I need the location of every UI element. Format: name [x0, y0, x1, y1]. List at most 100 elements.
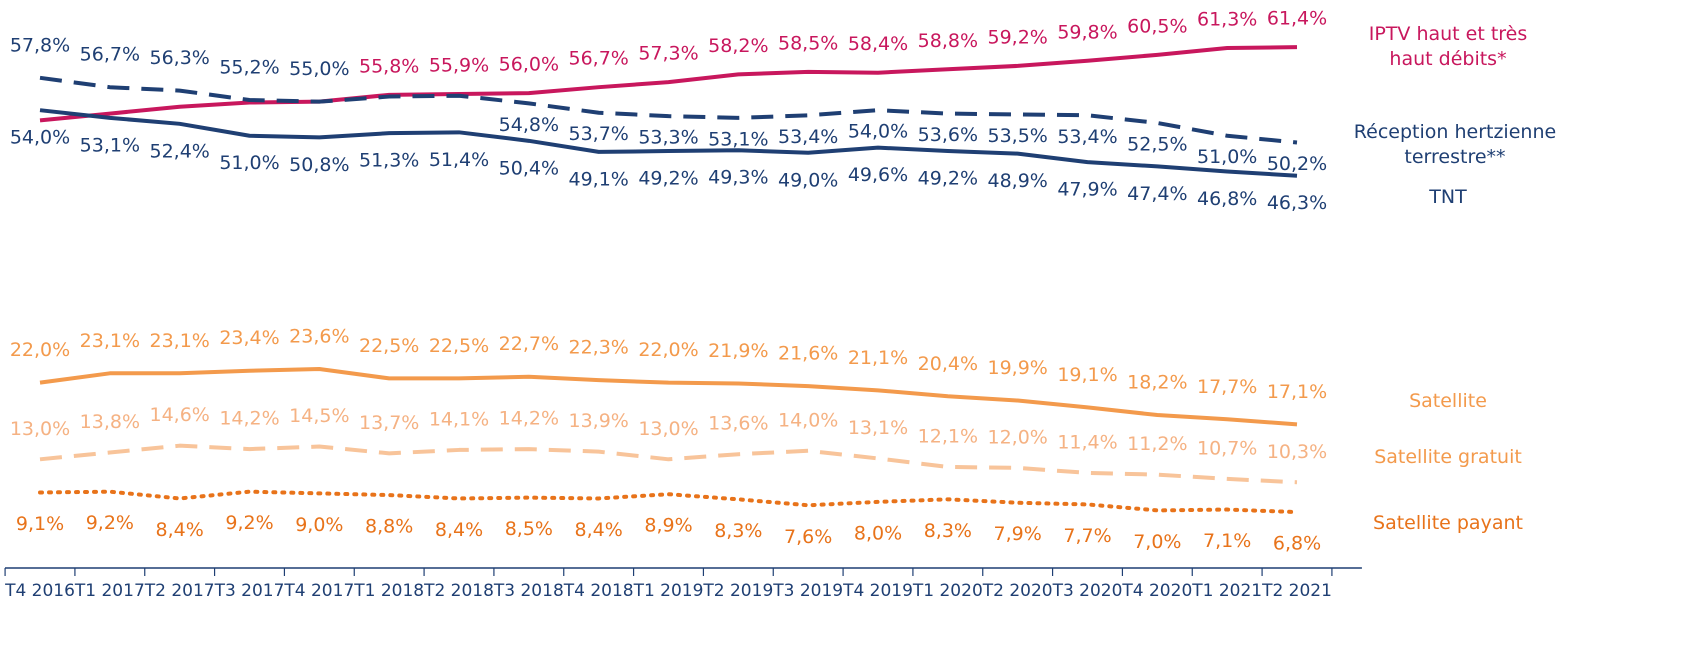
legend-entry: TNT: [1429, 186, 1467, 208]
data-label: 12,0%: [987, 426, 1047, 448]
data-label: 17,7%: [1197, 376, 1257, 398]
data-label: 50,8%: [289, 154, 349, 176]
data-label: 8,4%: [156, 519, 204, 541]
data-label: 11,2%: [1127, 433, 1187, 455]
data-label: 13,7%: [359, 412, 419, 434]
series-line: [39, 75, 1298, 145]
data-label: 7,9%: [994, 523, 1042, 545]
data-label: 9,1%: [16, 513, 64, 535]
data-label: 19,9%: [987, 357, 1047, 379]
data-label: 22,5%: [429, 335, 489, 357]
x-tick-label: T2 2020: [982, 581, 1053, 601]
x-tick-label: T3 2020: [1052, 581, 1123, 601]
data-label: 53,1%: [708, 128, 768, 150]
data-label: 13,0%: [10, 418, 70, 440]
data-label: 51,0%: [1197, 146, 1257, 168]
data-label: 54,0%: [848, 121, 908, 143]
x-tick-label: T3 2017: [214, 581, 285, 601]
data-label: 51,3%: [359, 150, 419, 172]
data-label: 23,4%: [219, 327, 279, 349]
data-label: 54,8%: [499, 114, 559, 136]
data-label: 14,6%: [149, 404, 209, 426]
data-label: 46,8%: [1197, 188, 1257, 210]
data-label: 23,6%: [289, 326, 349, 348]
data-label: 9,2%: [86, 512, 134, 534]
data-label: 55,2%: [219, 56, 279, 78]
data-label: 53,4%: [1057, 126, 1117, 148]
data-label: 13,6%: [708, 413, 768, 435]
data-label: 14,2%: [219, 408, 279, 430]
data-label: 49,1%: [568, 168, 628, 190]
x-tick-label: T2 2018: [423, 581, 494, 601]
series-line: [39, 45, 1298, 123]
x-tick-label: T2 2017: [144, 581, 215, 601]
data-label: 8,0%: [854, 522, 902, 544]
data-label: 48,9%: [987, 170, 1047, 192]
x-tick-label: T1 2020: [912, 581, 983, 601]
data-label: 56,0%: [499, 54, 559, 76]
data-label: 51,4%: [429, 149, 489, 171]
data-label: 14,5%: [289, 405, 349, 427]
data-label: 46,3%: [1267, 192, 1327, 214]
data-label: 55,0%: [289, 58, 349, 80]
series-line: [38, 489, 1299, 515]
data-label: 47,4%: [1127, 183, 1187, 205]
x-tick-label: T1 2021: [1191, 581, 1262, 601]
data-label: 13,1%: [848, 417, 908, 439]
legend-entry: Satellite gratuit: [1374, 446, 1522, 468]
x-tick-label: T2 2021: [1261, 581, 1332, 601]
data-label: 8,3%: [714, 520, 762, 542]
data-label: 19,1%: [1057, 364, 1117, 386]
data-label: 7,1%: [1203, 530, 1251, 552]
legend-entry: Satellite: [1409, 390, 1487, 412]
data-label: 8,4%: [575, 519, 623, 541]
data-label: 60,5%: [1127, 15, 1187, 37]
data-label: 8,8%: [365, 516, 413, 538]
data-label: 7,7%: [1063, 525, 1111, 547]
x-tick-label: T3 2018: [493, 581, 564, 601]
data-label: 61,4%: [1267, 8, 1327, 30]
data-label: 55,9%: [429, 55, 489, 77]
x-tick-label: T4 2019: [842, 581, 913, 601]
data-label: 49,3%: [708, 167, 768, 189]
data-label: 7,6%: [784, 526, 832, 548]
data-label: 58,4%: [848, 33, 908, 55]
x-tick-label: T1 2019: [633, 581, 704, 601]
data-label: 12,1%: [918, 425, 978, 447]
data-label: 53,4%: [778, 126, 838, 148]
legend-entry: IPTV haut et très haut débits*: [1368, 23, 1528, 70]
data-label: 53,5%: [987, 125, 1047, 147]
data-label: 49,2%: [638, 168, 698, 190]
data-label: 21,6%: [778, 343, 838, 365]
data-label: 52,4%: [149, 140, 209, 162]
legend-entry: Réception hertzienne terrestre**: [1353, 121, 1557, 168]
data-label: 11,4%: [1057, 431, 1117, 453]
data-label: 50,4%: [499, 157, 559, 179]
legend-entry: Satellite payant: [1373, 512, 1523, 534]
x-tick-label: T1 2017: [74, 581, 145, 601]
data-label: 18,2%: [1127, 372, 1187, 394]
x-tick-label: T4 2017: [283, 581, 354, 601]
data-label: 22,0%: [638, 339, 698, 361]
data-label: 10,3%: [1267, 441, 1327, 463]
data-label: 47,9%: [1057, 179, 1117, 201]
data-label: 57,3%: [638, 43, 698, 65]
data-label: 53,7%: [568, 123, 628, 145]
data-label: 56,3%: [149, 47, 209, 69]
data-label: 54,0%: [10, 127, 70, 149]
data-label: 6,8%: [1273, 533, 1321, 555]
data-label: 22,0%: [10, 339, 70, 361]
data-label: 55,8%: [359, 55, 419, 77]
data-label: 7,0%: [1133, 531, 1181, 553]
data-label: 53,3%: [638, 127, 698, 149]
data-label: 51,0%: [219, 152, 279, 174]
data-label: 10,7%: [1197, 437, 1257, 459]
x-tick-label: T4 2016: [4, 581, 75, 601]
x-tick-label: T4 2020: [1121, 581, 1192, 601]
data-label: 58,5%: [778, 32, 838, 54]
data-label: 49,0%: [778, 169, 838, 191]
data-label: 14,2%: [499, 408, 559, 430]
data-label: 8,4%: [435, 519, 483, 541]
